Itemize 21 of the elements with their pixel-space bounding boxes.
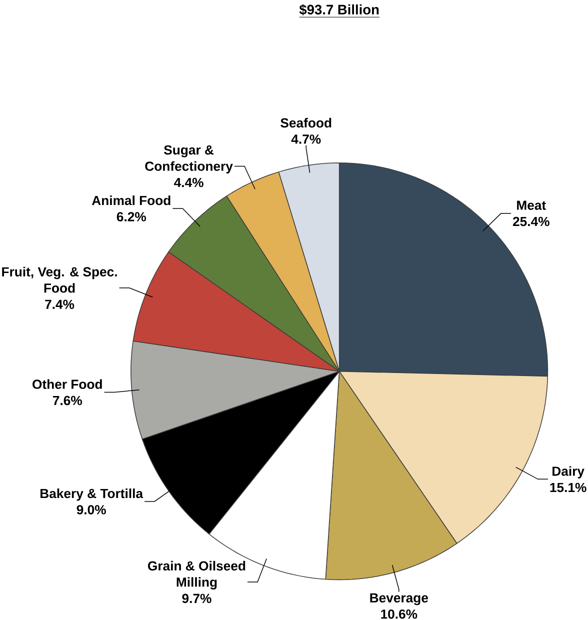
slice-label: Animal Food <box>92 195 170 206</box>
data-label: 7.6% <box>53 396 82 406</box>
slice-label: Bakery & Tortilla <box>40 488 144 501</box>
chart-title: $93.7 Billion <box>299 4 379 16</box>
slice-label: Dairy <box>552 466 584 478</box>
data-label: 9.7% <box>182 594 212 604</box>
data-label: 9.0% <box>76 505 106 514</box>
slice-label: Beverage <box>370 593 428 606</box>
data-label: 4.7% <box>291 134 321 144</box>
slice-label: Other Food <box>32 379 102 389</box>
data-label: 4.4% <box>174 178 204 188</box>
data-label: 6.2% <box>116 212 146 222</box>
data-label: 15.1% <box>550 482 586 492</box>
data-label: 7.4% <box>45 300 74 309</box>
data-label: 10.6% <box>381 609 418 619</box>
slice-label: Meat <box>517 200 546 210</box>
data-label: 25.4% <box>513 216 550 226</box>
slice-label: Seafood <box>280 118 332 128</box>
slice-label: Sugar & Confectionery <box>145 145 233 174</box>
slice-label: Fruit, Veg. & Spec. Food <box>2 266 117 293</box>
slice-label: Grain & Oilseed Milling <box>148 560 246 590</box>
